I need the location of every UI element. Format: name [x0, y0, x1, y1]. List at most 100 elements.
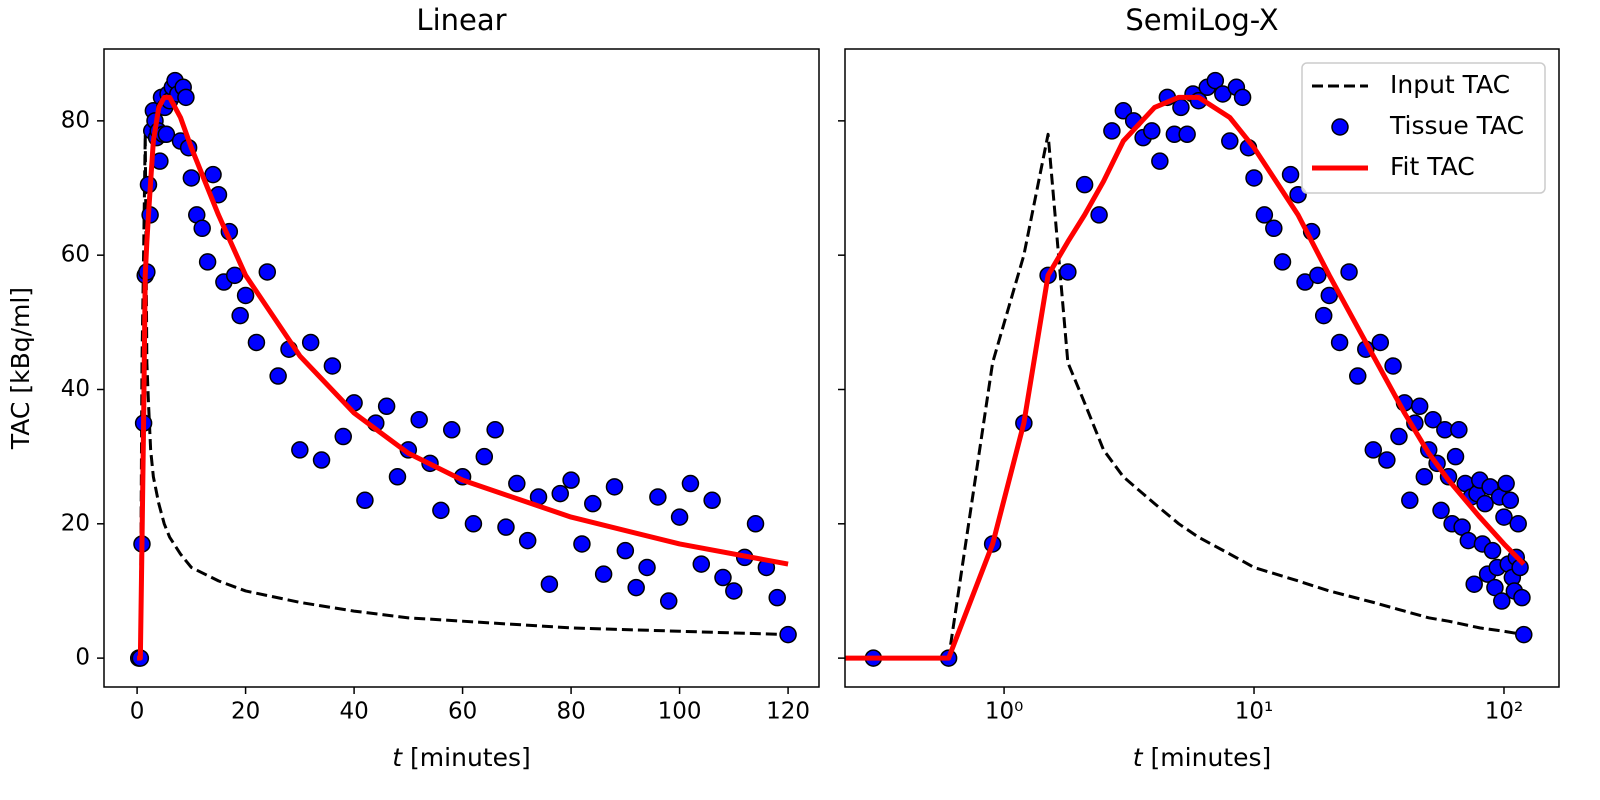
data-point — [291, 441, 309, 459]
y-tick-label: 60 — [61, 242, 90, 268]
data-point — [356, 491, 374, 510]
data-point — [649, 488, 667, 506]
data-point — [1450, 421, 1468, 439]
data-point — [1330, 333, 1349, 352]
legend-marker — [1331, 118, 1349, 136]
data-point — [508, 474, 526, 493]
data-point — [1378, 451, 1396, 469]
data-point — [1424, 410, 1442, 429]
data-point — [1340, 263, 1358, 281]
data-point — [714, 568, 732, 587]
data-point — [1515, 625, 1533, 644]
data-point — [486, 421, 504, 439]
data-point — [1314, 306, 1333, 325]
data-point — [377, 397, 396, 416]
data-point — [1476, 494, 1494, 513]
data-point — [1090, 206, 1108, 224]
x-tick-label: 10² — [1485, 699, 1524, 725]
data-point — [1364, 441, 1383, 459]
data-point — [1401, 491, 1419, 510]
data-point — [1509, 515, 1527, 533]
data-point — [1281, 165, 1300, 184]
y-tick-label: 0 — [75, 645, 90, 671]
legend-label: Input TAC — [1390, 70, 1510, 99]
data-point — [1415, 468, 1434, 486]
data-point — [1495, 508, 1513, 526]
data-point — [1493, 592, 1511, 610]
data-point — [247, 333, 266, 352]
data-point — [681, 474, 700, 493]
legend-label: Fit TAC — [1390, 152, 1475, 181]
data-point — [236, 286, 255, 305]
axes-frame — [844, 48, 1560, 688]
data-point — [584, 494, 602, 513]
data-point — [1390, 427, 1408, 446]
data-point — [1320, 286, 1339, 305]
data-point — [1384, 357, 1402, 375]
data-point — [551, 484, 569, 503]
data-point — [182, 169, 201, 187]
data-point — [177, 88, 195, 107]
x-tick-label: 100 — [658, 699, 702, 725]
data-point — [1446, 447, 1465, 466]
data-point — [779, 625, 797, 644]
data-point — [638, 558, 656, 577]
data-point — [725, 582, 743, 600]
data-point — [573, 535, 591, 553]
data-point — [1371, 333, 1390, 352]
data-point — [659, 592, 678, 610]
x-axis-label: t [minutes] — [1133, 743, 1272, 772]
data-point — [1465, 575, 1483, 593]
data-point — [323, 357, 342, 375]
data-point — [388, 468, 407, 486]
data-point — [157, 125, 176, 144]
data-point — [562, 471, 580, 489]
chart-title: Linear — [416, 3, 506, 37]
data-point — [768, 588, 786, 607]
data-point — [204, 165, 222, 184]
data-point — [1178, 125, 1196, 144]
data-point — [231, 306, 249, 325]
plot-area — [129, 71, 797, 667]
data-point — [269, 367, 287, 385]
data-point — [432, 501, 450, 520]
data-point — [225, 266, 244, 285]
chart-title: SemiLog-X — [1125, 3, 1278, 37]
data-point — [1255, 206, 1274, 224]
data-point — [1221, 132, 1239, 150]
data-point — [497, 518, 515, 536]
data-point — [1103, 122, 1121, 140]
data-point — [518, 531, 537, 550]
x-label-var: t — [392, 743, 403, 772]
x-tick-label: 120 — [766, 699, 810, 725]
legend-box — [1301, 62, 1546, 194]
data-point — [258, 263, 277, 281]
data-point — [312, 451, 331, 469]
x-tick-label: 0 — [130, 699, 145, 725]
data-point — [1273, 253, 1292, 271]
data-point — [703, 491, 721, 510]
data-point — [1459, 531, 1478, 550]
data-point — [605, 478, 624, 496]
x-tick-label: 20 — [231, 699, 260, 725]
data-point — [670, 508, 689, 526]
data-point — [1245, 169, 1263, 187]
data-point — [1410, 397, 1429, 416]
x-tick-label: 80 — [556, 699, 585, 725]
data-point — [1114, 102, 1133, 120]
data-point — [301, 333, 320, 352]
data-point — [1143, 122, 1161, 140]
data-point — [1309, 266, 1327, 285]
data-point — [475, 447, 494, 466]
legend-label: Tissue TAC — [1389, 111, 1524, 140]
input-line — [845, 132, 1525, 660]
x-label-unit: [minutes] — [410, 743, 531, 772]
x-tick-label: 10¹ — [1235, 699, 1274, 725]
data-point — [1172, 98, 1190, 117]
plot-area — [845, 71, 1533, 667]
x-tick-label: 40 — [339, 699, 368, 725]
x-label-unit: [minutes] — [1151, 743, 1272, 772]
data-point — [334, 427, 352, 446]
